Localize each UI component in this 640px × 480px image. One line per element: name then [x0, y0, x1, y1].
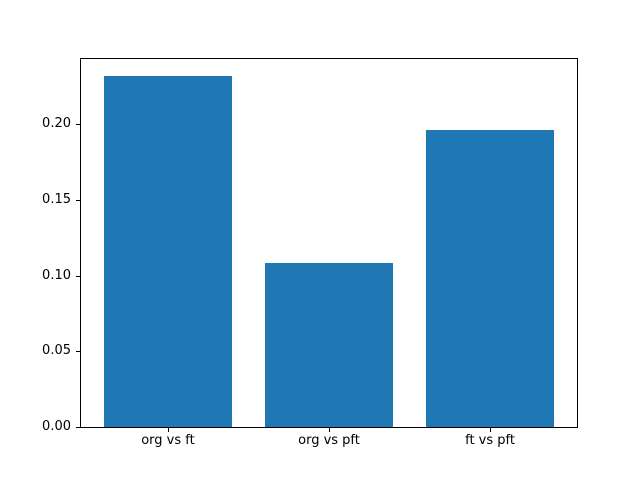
- plot-area: 0.00 0.05 0.10 0.15 0.20 org vs ft org vs pft…: [42, 58, 578, 448]
- bar-org-vs-pft: [264, 263, 394, 427]
- y-tick-label: 0.00: [42, 419, 71, 434]
- x-tick-mark: [329, 428, 330, 432]
- y-tick-mark: [76, 275, 80, 277]
- y-tick-label: 0.05: [42, 343, 71, 359]
- x-tick-label: ft vs pft: [465, 433, 515, 448]
- y-tick-label: 0.10: [42, 267, 71, 283]
- y-tick-mark: [76, 124, 80, 126]
- bar-ft-vs-pft: [425, 130, 555, 427]
- x-tick-label: org vs pft: [298, 433, 360, 448]
- x-tick-mark: [167, 428, 169, 432]
- x-tick-label: org vs ft: [141, 433, 195, 448]
- y-tick-mark: [76, 199, 80, 201]
- y-tick-mark: [76, 427, 80, 428]
- bar-org-vs-ft: [103, 75, 233, 427]
- y-tick-label: 0.20: [42, 116, 71, 132]
- y-tick-label: 0.15: [42, 191, 71, 207]
- x-tick-mark: [490, 428, 492, 432]
- y-tick-mark: [76, 351, 80, 353]
